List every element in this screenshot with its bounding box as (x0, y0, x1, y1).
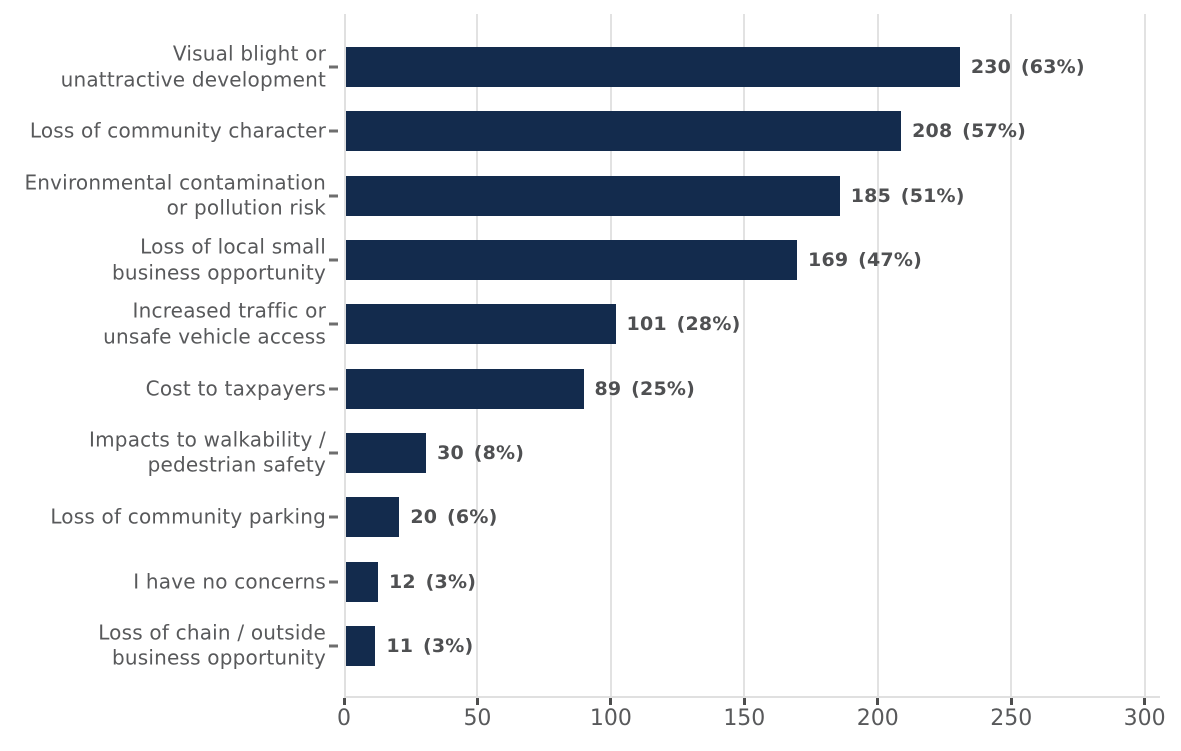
gridline-x-150 (743, 14, 746, 697)
bar (346, 561, 379, 602)
value-label: 11 (3%) (386, 634, 474, 657)
category-label: Impacts to walkability / pedestrian safet… (89, 427, 326, 477)
bar-row: Loss of community parking 20 (6%) (0, 485, 1181, 549)
category-label: Loss of local small business opportunity (111, 234, 326, 285)
value-label: 30 (8%) (437, 441, 525, 464)
gridline-x-100 (609, 14, 612, 697)
x-tick-label: 200 (856, 706, 899, 731)
x-tick-label: 250 (990, 706, 1033, 731)
bar-row: Impacts to walkability / pedestrian safet… (0, 421, 1181, 485)
bar-row: Cost to taxpayers 89 (25%) (0, 356, 1181, 420)
x-tick-mark (609, 698, 613, 705)
value-label: 230 (63%) (970, 56, 1085, 79)
value-label: 169 (47%) (808, 249, 922, 272)
value-label: 20 (6%) (410, 506, 498, 529)
y-tick-mark (329, 515, 338, 519)
bar (346, 497, 400, 538)
category-label: Increased traffic or unsafe vehicle acces… (103, 298, 326, 349)
bar (346, 240, 798, 281)
bar-row: Loss of community character 208 (57%) (0, 99, 1181, 163)
value-label: 208 (57%) (912, 120, 1027, 143)
bar (346, 304, 616, 345)
x-tick-label: 0 (337, 706, 351, 731)
x-axis-line (344, 696, 1160, 698)
bar-row: Loss of local small business opportunity 1… (0, 228, 1181, 292)
y-axis-line (344, 14, 346, 698)
gridline-x-50 (476, 14, 479, 697)
x-tick-mark (1143, 698, 1147, 705)
gridline-x-200 (876, 14, 879, 697)
category-label: Visual blight or unattractive development (60, 41, 326, 92)
value-label: 12 (3%) (389, 570, 477, 593)
y-tick-mark (329, 451, 338, 455)
category-label: Loss of chain / outside business opportun… (98, 620, 326, 670)
x-tick-label: 100 (589, 706, 632, 731)
bar (346, 368, 584, 409)
x-tick-mark (742, 698, 746, 705)
gridline-x-300 (1143, 14, 1146, 697)
bar (346, 625, 376, 666)
bar (346, 111, 902, 152)
gridline-x-250 (1010, 14, 1013, 697)
y-tick-mark (329, 644, 338, 648)
value-label: 101 (28%) (626, 313, 741, 336)
category-label: Loss of community parking (50, 504, 326, 529)
bar-row: I have no concerns 12 (3%) (0, 549, 1181, 613)
plot-area (344, 14, 1158, 697)
x-tick-label: 300 (1123, 706, 1166, 731)
bar (346, 432, 427, 473)
bar-row: Increased traffic or unsafe vehicle acces… (0, 292, 1181, 356)
bar-rows: Visual blight or unattractive development… (0, 35, 1181, 678)
y-tick-mark (329, 387, 338, 391)
y-tick-mark (329, 258, 338, 262)
bar-row: Loss of chain / outside business opportun… (0, 614, 1181, 678)
y-tick-mark (329, 580, 338, 584)
y-tick-mark (329, 194, 338, 198)
value-label: 185 (51%) (850, 184, 965, 207)
x-tick-mark (1009, 698, 1013, 705)
category-label: Loss of community character (29, 118, 326, 143)
category-label: I have no concerns (133, 568, 326, 593)
x-tick-label: 150 (723, 706, 766, 731)
bar (346, 175, 840, 216)
value-label: 89 (25%) (594, 377, 696, 400)
category-label: Environmental contamination or pollution … (24, 170, 326, 220)
x-tick-mark (342, 698, 346, 705)
bar-row: Visual blight or unattractive development… (0, 35, 1181, 99)
category-label: Cost to taxpayers (145, 375, 326, 400)
bar-row: Environmental contamination or pollution … (0, 164, 1181, 228)
x-tick-label: 50 (463, 706, 492, 731)
y-tick-mark (329, 129, 338, 133)
x-tick-mark (475, 698, 479, 705)
bar (346, 47, 960, 88)
y-tick-mark (329, 322, 338, 326)
y-tick-mark (329, 65, 338, 69)
x-tick-mark (876, 698, 880, 705)
